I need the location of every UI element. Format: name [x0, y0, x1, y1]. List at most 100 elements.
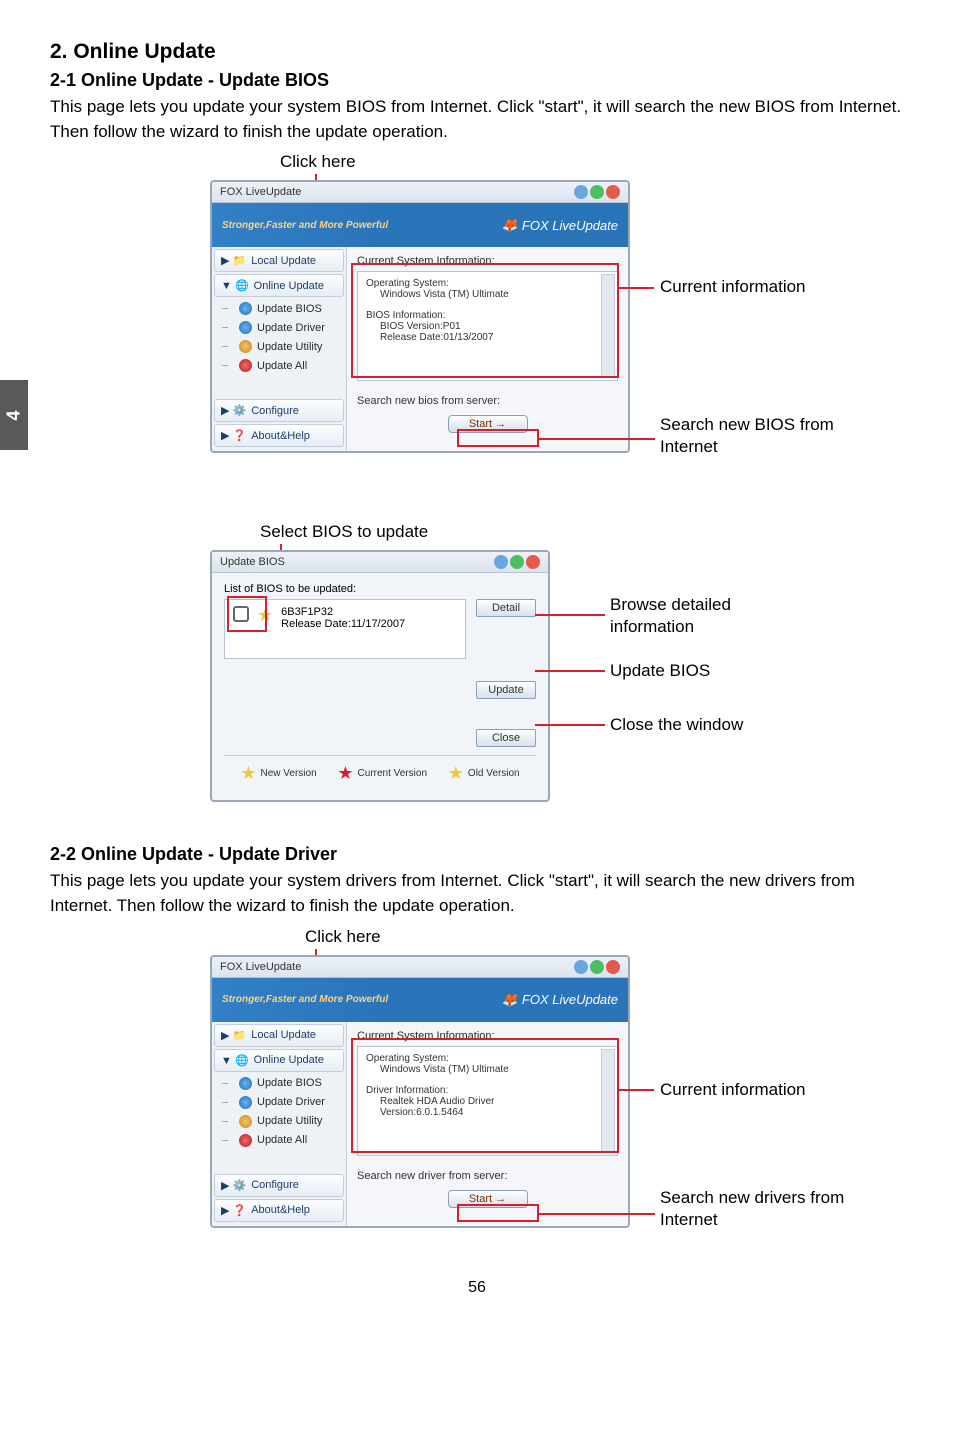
bios-list[interactable]: ★ 6B3F1P32 Release Date:11/17/2007	[224, 599, 466, 659]
section-heading: 2. Online Update	[50, 40, 904, 64]
minimize-icon[interactable]	[494, 555, 508, 569]
subsection-2-1-body: This page lets you update your system BI…	[50, 95, 904, 144]
close-icon[interactable]	[526, 555, 540, 569]
dialog-titlebar[interactable]: Update BIOS	[212, 552, 548, 573]
start-button[interactable]: Start →	[448, 415, 528, 433]
info-box: Operating System: Windows Vista (TM) Ult…	[357, 271, 618, 381]
sidebar-item-configure[interactable]: ▶ ⚙️ Configure	[214, 399, 344, 422]
bios-label: BIOS Information:	[366, 310, 609, 321]
banner-brand: 🦊 FOX LiveUpdate	[502, 217, 618, 233]
minimize-icon[interactable]	[574, 185, 588, 199]
maximize-icon[interactable]	[590, 185, 604, 199]
sidebar: ▶ 📁 Local Update ▼ 🌐 Online Update Updat…	[212, 247, 347, 451]
sidebar-item-online-update[interactable]: ▼ 🌐 Online Update	[214, 274, 344, 297]
sidebar-item-local-update[interactable]: ▶ 📁 Local Update	[214, 249, 344, 272]
sidebar-item-update-bios[interactable]: Update BIOS	[214, 1074, 344, 1093]
utility-icon	[239, 1115, 252, 1128]
update-button[interactable]: Update	[476, 681, 536, 699]
minimize-icon[interactable]	[574, 960, 588, 974]
star-new-icon: ★	[257, 606, 273, 624]
banner: Stronger,Faster and More Powerful 🦊 FOX …	[212, 203, 628, 247]
main-pane: Current System Information: Operating Sy…	[347, 247, 628, 451]
checkbox-icon[interactable]	[233, 606, 249, 622]
scrollbar[interactable]	[601, 274, 615, 378]
window-title: FOX LiveUpdate	[220, 186, 301, 198]
current-info-header: Current System Information:	[357, 1030, 618, 1042]
page-side-tab: 4	[0, 380, 28, 450]
arrow-right-icon: →	[495, 418, 506, 430]
caption-select-bios: Select BIOS to update	[260, 522, 428, 542]
drv-label: Driver Information:	[366, 1085, 609, 1096]
sidebar-item-about-help[interactable]: ▶ ❓ About&Help	[214, 424, 344, 447]
star-current-icon: ★	[337, 764, 353, 782]
sidebar-item-update-utility[interactable]: Update Utility	[214, 337, 344, 356]
sidebar-item-update-utility[interactable]: Update Utility	[214, 1112, 344, 1131]
utility-icon	[239, 340, 252, 353]
close-icon[interactable]	[606, 185, 620, 199]
caption-click-here-1: Click here	[280, 152, 356, 172]
search-label: Search new driver from server:	[357, 1170, 618, 1182]
anno-detail: Browse detailed information	[610, 594, 810, 638]
sidebar-item-online-update[interactable]: ▼ 🌐 Online Update	[214, 1049, 344, 1072]
sidebar-item-local-update[interactable]: ▶ 📁 Local Update	[214, 1024, 344, 1047]
star-new-icon: ★	[240, 764, 256, 782]
anno-update: Update BIOS	[610, 660, 710, 682]
main-pane: Current System Information: Operating Sy…	[347, 1022, 628, 1226]
sidebar-item-update-driver[interactable]: Update Driver	[214, 1093, 344, 1112]
sidebar-item-configure[interactable]: ▶ ⚙️ Configure	[214, 1174, 344, 1197]
all-icon	[239, 1134, 252, 1147]
window-titlebar[interactable]: FOX LiveUpdate	[212, 182, 628, 203]
sidebar-item-update-bios[interactable]: Update BIOS	[214, 299, 344, 318]
maximize-icon[interactable]	[510, 555, 524, 569]
anno-search-bios: Search new BIOS from Internet	[660, 414, 860, 458]
subsection-2-2-heading: 2-2 Online Update - Update Driver	[50, 844, 904, 865]
arrow-right-icon: →	[495, 1193, 506, 1205]
page-side-tab-number: 4	[3, 410, 24, 420]
close-button[interactable]: Close	[476, 729, 536, 747]
info-box: Operating System: Windows Vista (TM) Ult…	[357, 1046, 618, 1156]
anno-current-info-2: Current information	[660, 1079, 806, 1101]
maximize-icon[interactable]	[590, 960, 604, 974]
banner-brand: 🦊 FOX LiveUpdate	[502, 992, 618, 1008]
banner-slogan: Stronger,Faster and More Powerful	[222, 220, 388, 231]
window-title: FOX LiveUpdate	[220, 961, 301, 973]
os-label: Operating System:	[366, 278, 609, 289]
detail-button[interactable]: Detail	[476, 599, 536, 617]
drv-name: Realtek HDA Audio Driver	[366, 1096, 609, 1107]
drv-version: Version:6.0.1.5464	[366, 1107, 609, 1118]
sidebar-item-update-all[interactable]: Update All	[214, 356, 344, 375]
anno-search-drivers: Search new drivers from Internet	[660, 1187, 870, 1231]
bios-icon	[239, 1077, 252, 1090]
os-value: Windows Vista (TM) Ultimate	[366, 289, 609, 300]
anno-current-info-1: Current information	[660, 276, 806, 298]
sidebar-item-update-all[interactable]: Update All	[214, 1131, 344, 1150]
close-icon[interactable]	[606, 960, 620, 974]
window-titlebar[interactable]: FOX LiveUpdate	[212, 957, 628, 978]
dialog-title: Update BIOS	[220, 556, 285, 568]
list-label: List of BIOS to be updated:	[224, 583, 536, 595]
page-number: 56	[50, 1279, 904, 1297]
caption-click-here-2: Click here	[305, 927, 381, 947]
star-old-icon: ★	[448, 764, 464, 782]
os-value: Windows Vista (TM) Ultimate	[366, 1064, 609, 1075]
scrollbar[interactable]	[601, 1049, 615, 1153]
all-icon	[239, 359, 252, 372]
banner-slogan: Stronger,Faster and More Powerful	[222, 994, 388, 1005]
sidebar-item-about-help[interactable]: ▶ ❓ About&Help	[214, 1199, 344, 1222]
legend: ★New Version ★Current Version ★Old Versi…	[224, 755, 536, 790]
sidebar: ▶ 📁 Local Update ▼ 🌐 Online Update Updat…	[212, 1022, 347, 1226]
update-bios-dialog: Update BIOS List of BIOS to be updated: …	[210, 550, 550, 802]
fox-liveupdate-window-1: FOX LiveUpdate Stronger,Faster and More …	[210, 180, 630, 453]
search-label: Search new bios from server:	[357, 395, 618, 407]
subsection-2-1-heading: 2-1 Online Update - Update BIOS	[50, 70, 904, 91]
anno-close: Close the window	[610, 714, 743, 736]
driver-icon	[239, 1096, 252, 1109]
current-info-header: Current System Information:	[357, 255, 618, 267]
driver-icon	[239, 321, 252, 334]
os-label: Operating System:	[366, 1053, 609, 1064]
sidebar-item-update-driver[interactable]: Update Driver	[214, 318, 344, 337]
bios-version: BIOS Version:P01	[366, 321, 609, 332]
fox-liveupdate-window-2: FOX LiveUpdate Stronger,Faster and More …	[210, 955, 630, 1228]
start-button[interactable]: Start →	[448, 1190, 528, 1208]
banner: Stronger,Faster and More Powerful 🦊 FOX …	[212, 978, 628, 1022]
